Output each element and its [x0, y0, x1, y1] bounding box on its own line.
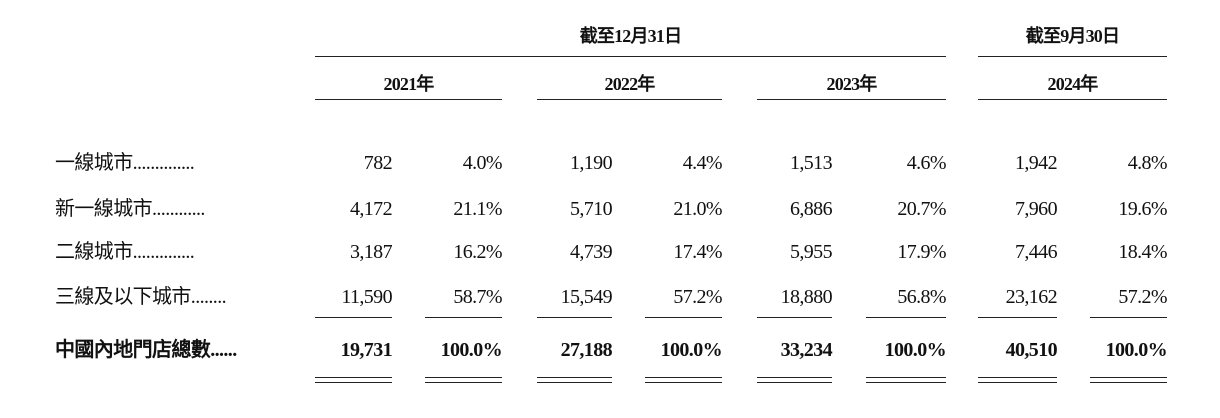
cell: 27,188 [560, 339, 613, 361]
subtotal-rule [645, 317, 722, 318]
total-rule [866, 382, 946, 383]
total-rule [645, 382, 722, 383]
group-rule [978, 56, 1167, 57]
cell: 7,446 [1014, 241, 1058, 263]
total-rule [315, 377, 392, 378]
year-rule [978, 99, 1167, 100]
row-label: 新一線城市............ [55, 198, 205, 220]
cell: 17.4% [673, 241, 722, 263]
subtotal-rule [425, 317, 502, 318]
cell: 33,234 [780, 339, 833, 361]
cell: 5,955 [789, 241, 833, 263]
subtotal-rule [978, 317, 1057, 318]
cell: 1,942 [1014, 152, 1058, 174]
cell: 4,172 [349, 198, 393, 220]
total-rule [978, 382, 1057, 383]
cell: 20.7% [897, 198, 946, 220]
group-header: 截至9月30日 [1025, 26, 1120, 46]
cell: 4,739 [569, 241, 613, 263]
cell: 3,187 [349, 241, 393, 263]
total-rule [425, 377, 502, 378]
cell: 57.2% [1118, 286, 1167, 308]
cell: 782 [363, 152, 393, 174]
cell: 18.4% [1118, 241, 1167, 263]
cell: 4.4% [682, 152, 723, 174]
row-label: 中國內地門店總數...... [55, 339, 237, 361]
year-header: 2023年 [826, 74, 878, 94]
cell: 100.0% [440, 339, 503, 361]
cell: 100.0% [884, 339, 947, 361]
group-rule [315, 56, 946, 57]
cell: 21.0% [673, 198, 722, 220]
total-rule [1090, 382, 1167, 383]
cell: 23,162 [1005, 286, 1058, 308]
cell: 1,513 [789, 152, 833, 174]
cell: 57.2% [673, 286, 722, 308]
subtotal-rule [537, 317, 612, 318]
cell: 17.9% [897, 241, 946, 263]
total-rule [537, 377, 612, 378]
year-header: 2022年 [604, 74, 656, 94]
total-rule [425, 382, 502, 383]
cell: 40,510 [1005, 339, 1058, 361]
cell: 58.7% [453, 286, 502, 308]
cell: 21.1% [453, 198, 502, 220]
cell: 11,590 [341, 286, 392, 308]
cell: 6,886 [789, 198, 833, 220]
cell: 56.8% [897, 286, 946, 308]
total-rule [315, 382, 392, 383]
total-rule [757, 377, 832, 378]
cell: 18,880 [780, 286, 833, 308]
year-rule [537, 99, 722, 100]
year-header: 2024年 [1047, 74, 1099, 94]
total-rule [866, 377, 946, 378]
cell: 100.0% [660, 339, 723, 361]
total-rule [978, 377, 1057, 378]
subtotal-rule [757, 317, 832, 318]
total-rule [1090, 377, 1167, 378]
cell: 4.6% [906, 152, 947, 174]
total-rule [645, 377, 722, 378]
cell: 4.0% [462, 152, 503, 174]
total-rule [757, 382, 832, 383]
cell: 5,710 [569, 198, 613, 220]
subtotal-rule [866, 317, 946, 318]
subtotal-rule [315, 317, 392, 318]
cell: 19.6% [1118, 198, 1167, 220]
cell: 15,549 [560, 286, 613, 308]
row-label: 三線及以下城市........ [55, 286, 227, 308]
year-rule [757, 99, 946, 100]
year-header: 2021年 [383, 74, 435, 94]
row-label: 二線城市.............. [55, 241, 195, 263]
cell: 16.2% [453, 241, 502, 263]
cell: 100.0% [1105, 339, 1168, 361]
cell: 19,731 [340, 339, 393, 361]
group-header: 截至12月31日 [579, 26, 682, 46]
subtotal-rule [1090, 317, 1167, 318]
total-rule [537, 382, 612, 383]
cell: 7,960 [1014, 198, 1058, 220]
cell: 4.8% [1127, 152, 1168, 174]
year-rule [315, 99, 502, 100]
cell: 1,190 [569, 152, 613, 174]
row-label: 一線城市.............. [55, 152, 195, 174]
